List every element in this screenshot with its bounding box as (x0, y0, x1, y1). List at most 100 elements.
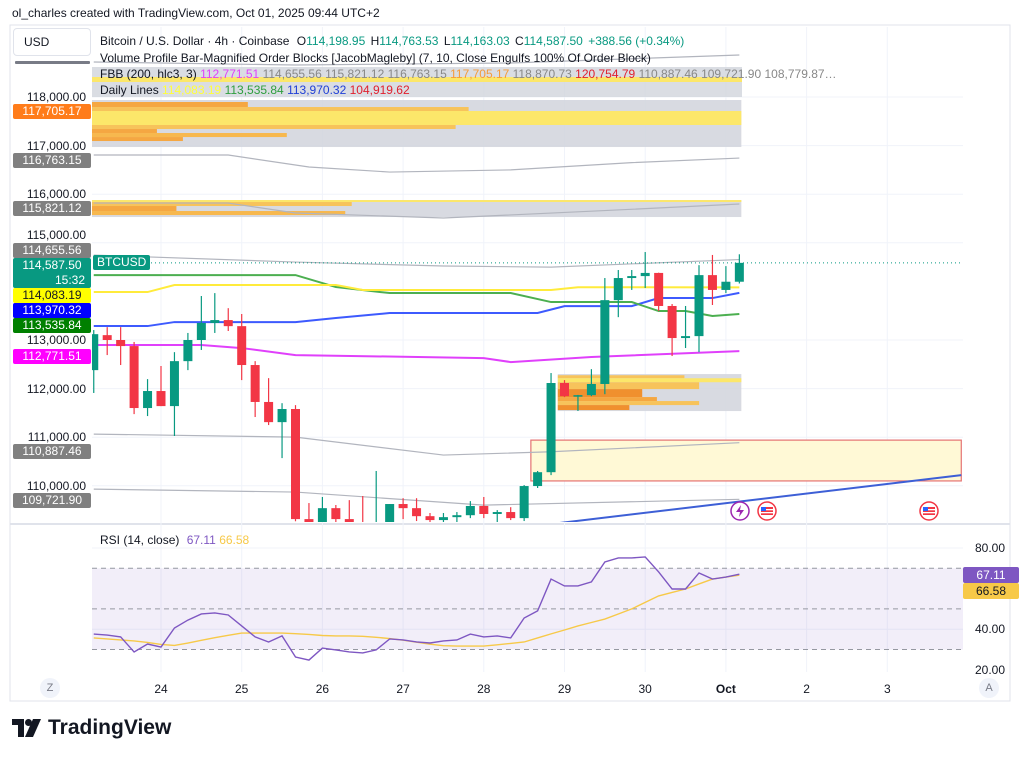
candle[interactable] (264, 378, 274, 426)
candle[interactable] (640, 252, 650, 288)
candle[interactable] (156, 366, 166, 407)
date-tick-label: 30 (638, 682, 652, 696)
candle[interactable] (210, 293, 220, 333)
order-block[interactable] (92, 100, 742, 148)
price-level-label: 113,970.32 (13, 303, 91, 318)
candle[interactable] (331, 504, 341, 523)
candle-body (317, 508, 327, 522)
fbb-value: 118,870.73 (512, 67, 572, 81)
candle-body (519, 486, 529, 519)
candle[interactable] (102, 327, 112, 356)
price-pane[interactable] (89, 54, 963, 545)
candle[interactable] (89, 330, 99, 393)
indicator-legend-daily-lines[interactable]: Daily Lines 114,083.19 113,535.84 113,97… (100, 83, 410, 97)
candle[interactable] (533, 470, 543, 488)
candle[interactable] (250, 361, 260, 418)
candle-body (479, 505, 489, 514)
candle[interactable] (721, 266, 731, 294)
candle[interactable] (560, 380, 569, 398)
candle[interactable] (506, 507, 516, 521)
candle[interactable] (291, 405, 300, 522)
order-block-box[interactable] (530, 439, 962, 482)
indicator-legend-order-blocks[interactable]: Volume Profile Bar-Magnified Order Block… (100, 51, 651, 65)
volume-profile-bar (92, 77, 742, 82)
indicator-line (93, 344, 740, 364)
candle[interactable] (129, 341, 139, 415)
order-block[interactable] (92, 200, 742, 218)
candle[interactable] (398, 498, 408, 520)
brand-name: TradingView (48, 716, 172, 739)
candle[interactable] (143, 379, 153, 417)
currency-button[interactable]: USD (13, 28, 91, 56)
tradingview-logo[interactable]: TradingView (12, 716, 171, 740)
candle-body (586, 383, 596, 396)
candle[interactable] (681, 305, 691, 349)
rsi-legend[interactable]: RSI (14, close) 67.11 66.58 (100, 533, 249, 547)
price-change: +388.56 (+0.34%) (588, 34, 685, 48)
candle[interactable] (613, 270, 623, 318)
candle[interactable] (546, 373, 556, 476)
order-block[interactable] (557, 374, 742, 412)
us-flag-event-icon[interactable] (757, 501, 777, 521)
candle[interactable] (196, 296, 206, 350)
trendline[interactable] (558, 474, 962, 523)
volume-profile-bar (557, 397, 657, 402)
indicator-line (93, 488, 740, 506)
lightning-event-icon[interactable] (730, 501, 750, 521)
rsi-pane[interactable] (92, 556, 963, 661)
candle[interactable] (438, 513, 448, 522)
candle[interactable] (372, 470, 381, 545)
candle[interactable] (627, 270, 637, 290)
candle[interactable] (304, 503, 314, 525)
candle[interactable] (586, 369, 596, 397)
indicator-line (93, 202, 740, 219)
candle[interactable] (183, 332, 193, 371)
chart-credit: ol_charles created with TradingView.com,… (12, 6, 380, 20)
ohlc-open: 114,198.95 (306, 34, 366, 48)
candle[interactable] (492, 510, 502, 524)
candle-body (734, 262, 744, 282)
candle[interactable] (317, 496, 327, 525)
price-tick-label: 111,000.00 (27, 430, 86, 445)
indicator-line (93, 254, 740, 268)
candle[interactable] (519, 485, 529, 522)
candle[interactable] (385, 504, 395, 532)
symbol-badge: BTCUSD (93, 255, 151, 271)
candle[interactable] (116, 327, 126, 366)
candle[interactable] (344, 500, 354, 528)
volume-profile-bar (92, 202, 352, 207)
candle[interactable] (479, 496, 489, 519)
rsi-ma-value: 66.58 (219, 533, 250, 547)
candle[interactable] (667, 304, 677, 357)
date-tick-label: 28 (477, 682, 491, 696)
auto-scale-button[interactable]: A (979, 678, 999, 698)
candle[interactable] (707, 254, 717, 306)
candle[interactable] (237, 313, 247, 381)
symbol-legend[interactable]: Bitcoin / U.S. Dollar · 4h · Coinbase O1… (100, 34, 684, 48)
price-tick-label: 117,000.00 (26, 138, 86, 153)
indicator-legend-fbb[interactable]: FBB (200, hlc3, 3) 112,771.51 114,655.56… (100, 67, 837, 81)
candle[interactable] (223, 308, 233, 332)
volume-profile-bar (557, 382, 700, 390)
candle[interactable] (734, 254, 744, 284)
candle-body (156, 391, 166, 407)
candle[interactable] (654, 272, 664, 312)
candle[interactable] (452, 512, 462, 522)
scale-handle[interactable] (15, 61, 90, 64)
price-tick-label: 118,000.00 (26, 90, 86, 104)
candle-body (465, 505, 475, 516)
zoom-reset-button[interactable]: Z (40, 678, 60, 698)
volume-profile-bar (557, 378, 742, 383)
candle[interactable] (600, 278, 610, 395)
candle[interactable] (694, 265, 704, 353)
candle[interactable] (425, 513, 435, 522)
candle[interactable] (573, 394, 583, 411)
candle[interactable] (465, 501, 475, 519)
candle[interactable] (169, 352, 179, 436)
candle[interactable] (358, 496, 367, 540)
candle[interactable] (277, 403, 287, 459)
indicator-line (93, 291, 740, 328)
candle[interactable] (412, 498, 422, 522)
us-flag-event-icon[interactable] (919, 501, 939, 521)
